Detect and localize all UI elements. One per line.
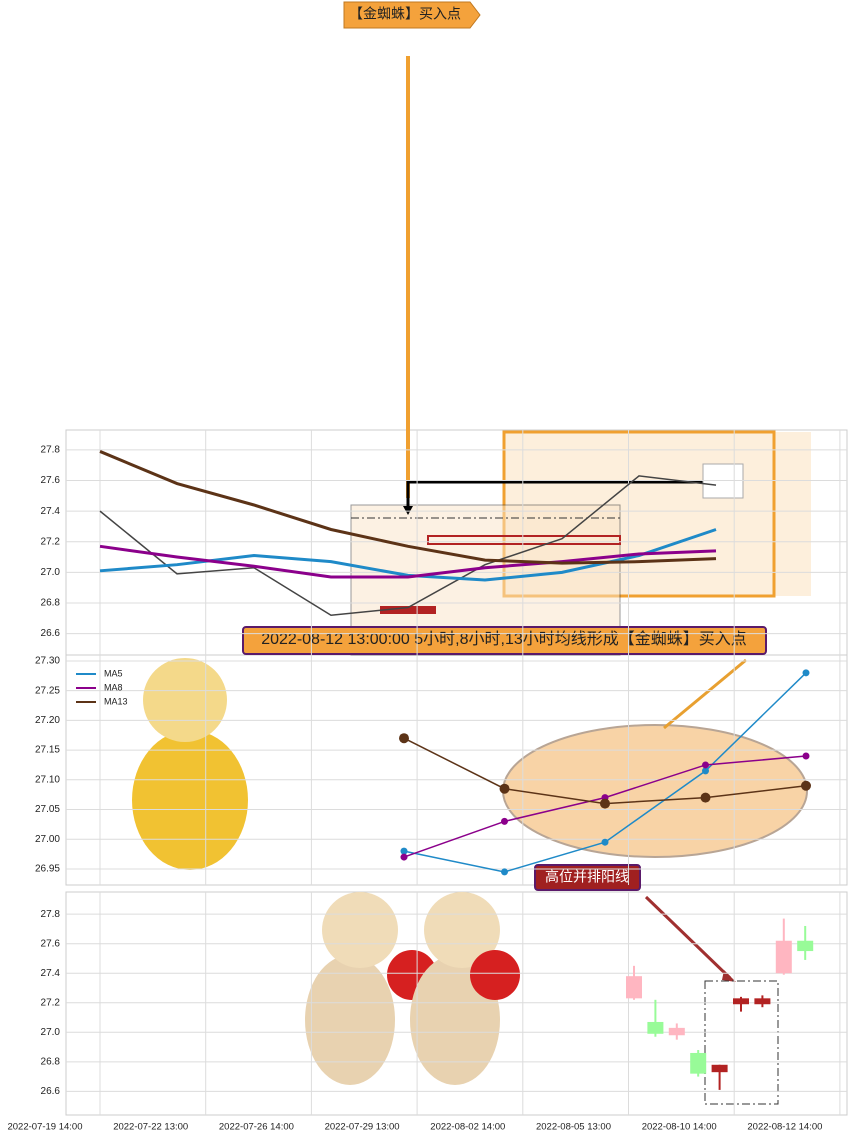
x-tick-label: 2022-08-05 13:00 — [536, 1122, 611, 1133]
y-tick-label: 27.8 — [41, 909, 61, 920]
y-tick-label: 27.2 — [41, 997, 61, 1008]
marker — [427, 535, 621, 545]
x-tick-label: 2022-08-12 14:00 — [747, 1122, 822, 1133]
dog-illustration — [132, 658, 248, 870]
point — [601, 838, 609, 846]
y-tick-label: 27.0 — [41, 567, 61, 578]
y-tick-label: 27.4 — [41, 968, 61, 979]
point — [702, 761, 709, 769]
y-tick-label: 27.05 — [35, 804, 60, 815]
point — [501, 817, 508, 825]
arrow — [663, 658, 747, 730]
point — [802, 669, 810, 677]
y-tick-label: 26.6 — [41, 1086, 61, 1097]
candle-body — [647, 1021, 664, 1034]
dog-illustration — [305, 892, 520, 1085]
point — [400, 847, 408, 855]
point — [600, 798, 610, 809]
point — [499, 783, 510, 794]
y-tick-label: 27.0 — [41, 1027, 61, 1038]
point — [399, 733, 409, 744]
point — [801, 780, 811, 791]
x-tick-label: 2022-07-26 14:00 — [219, 1122, 294, 1133]
y-tick-label: 27.20 — [35, 715, 60, 726]
label-box — [343, 1, 481, 29]
series-line — [99, 450, 717, 565]
legend-label: MA13 — [104, 696, 128, 706]
point — [400, 853, 408, 861]
point — [700, 792, 711, 803]
y-tick-label: 26.8 — [41, 1056, 61, 1067]
label-box — [534, 864, 641, 891]
arrow — [406, 480, 705, 512]
y-tick-label: 27.15 — [35, 745, 60, 756]
annotation: 高位并排阳线 — [545, 869, 629, 885]
legend-label: MA8 — [104, 682, 123, 692]
decorations — [65, 1, 848, 1116]
y-tick-label: 27.25 — [35, 685, 60, 696]
candle-body — [754, 998, 771, 1005]
y-tick-label: 27.6 — [41, 938, 61, 949]
candle-body — [733, 998, 749, 1005]
y-tick-label: 26.6 — [41, 628, 61, 639]
point — [802, 752, 810, 760]
y-tick-label: 27.2 — [41, 536, 61, 547]
candle-body — [626, 976, 642, 999]
annotation: 2022-08-12 13:00:00 5小时,8小时,13小时均线形成【金蜘蛛… — [261, 630, 747, 648]
y-tick-label: 27.30 — [35, 656, 60, 667]
candle-body — [668, 1027, 685, 1036]
marker — [380, 606, 436, 614]
y-tick-label: 27.6 — [41, 475, 61, 486]
x-tick-label: 2022-07-22 13:00 — [113, 1122, 188, 1133]
point — [702, 767, 709, 775]
x-tick-label: 2022-08-10 14:00 — [642, 1122, 717, 1133]
x-tick-label: 2022-08-02 14:00 — [430, 1122, 505, 1133]
zone — [704, 980, 779, 1105]
arrow-head — [403, 506, 413, 515]
candle-body — [797, 940, 814, 952]
panel-frame — [65, 891, 848, 1116]
y-tick-label: 26.95 — [35, 864, 60, 875]
candle-body — [775, 940, 792, 974]
y-tick-label: 26.8 — [41, 598, 61, 609]
x-tick-label: 2022-07-29 13:00 — [325, 1122, 400, 1133]
y-tick-label: 27.10 — [35, 774, 60, 785]
candle-body — [711, 1064, 728, 1073]
candle-body — [690, 1052, 707, 1074]
x-tick-label: 2022-07-19 14:00 — [7, 1122, 82, 1133]
y-tick-label: 27.4 — [41, 506, 61, 517]
y-tick-label: 27.8 — [41, 445, 61, 456]
series-line — [99, 475, 717, 616]
series-line — [99, 544, 717, 579]
point — [501, 868, 508, 876]
y-tick-label: 27.00 — [35, 834, 60, 845]
arrow — [644, 895, 732, 980]
annotation: 【金蜘蛛】买入点 — [349, 6, 461, 22]
legend-label: MA5 — [104, 668, 123, 678]
